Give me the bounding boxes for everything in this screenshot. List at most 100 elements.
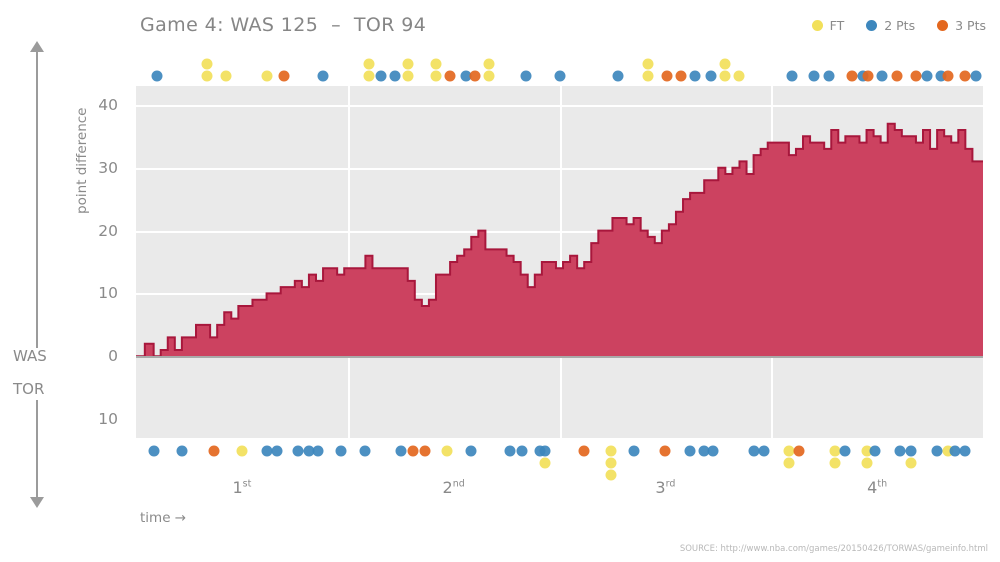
scoring-dot-tor[interactable] <box>516 445 528 457</box>
scoring-dot-was[interactable] <box>460 70 472 82</box>
scoring-dot-was[interactable] <box>483 70 495 82</box>
scoring-dot-was[interactable] <box>151 70 163 82</box>
scoring-dot-was[interactable] <box>642 70 654 82</box>
scoring-dot-was[interactable] <box>876 70 888 82</box>
scoring-dot-tor[interactable] <box>748 445 760 457</box>
scoring-dot-was[interactable] <box>661 70 673 82</box>
scoring-dot-was[interactable] <box>786 70 798 82</box>
scoring-dot-was[interactable] <box>891 70 903 82</box>
scoring-dot-was[interactable] <box>642 58 654 70</box>
scoring-dot-was[interactable] <box>261 70 273 82</box>
scoring-dot-was[interactable] <box>469 70 481 82</box>
scoring-dot-tor[interactable] <box>698 445 710 457</box>
scoring-dot-was[interactable] <box>483 58 495 70</box>
scoring-dot-tor[interactable] <box>208 445 220 457</box>
scoring-dot-tor[interactable] <box>783 445 795 457</box>
scoring-dot-was[interactable] <box>444 70 456 82</box>
x-axis-tick: 3rd <box>655 478 676 497</box>
legend-item-2pts[interactable]: 2 Pts <box>866 18 915 33</box>
scoring-dot-tor[interactable] <box>905 445 917 457</box>
scoring-dot-tor[interactable] <box>861 445 873 457</box>
legend-item-ft[interactable]: FT <box>811 18 844 33</box>
scoring-dot-tor[interactable] <box>292 445 304 457</box>
scoring-dot-tor[interactable] <box>261 445 273 457</box>
scoring-dot-tor[interactable] <box>783 457 795 469</box>
scoring-dot-tor[interactable] <box>359 445 371 457</box>
scoring-dot-tor[interactable] <box>829 457 841 469</box>
scoring-dot-was[interactable] <box>846 70 858 82</box>
scoring-dot-tor[interactable] <box>441 445 453 457</box>
scoring-dot-tor[interactable] <box>869 445 881 457</box>
scoring-dot-was[interactable] <box>719 58 731 70</box>
scoring-dot-was[interactable] <box>363 58 375 70</box>
scoring-dot-tor[interactable] <box>861 457 873 469</box>
scoring-dot-tor[interactable] <box>271 445 283 457</box>
scoring-dot-tor[interactable] <box>335 445 347 457</box>
scoring-dot-was[interactable] <box>402 70 414 82</box>
scoring-dot-tor[interactable] <box>148 445 160 457</box>
scoring-dot-was[interactable] <box>689 70 701 82</box>
scoring-dot-was[interactable] <box>375 70 387 82</box>
scoring-dot-was[interactable] <box>317 70 329 82</box>
scoring-dot-was[interactable] <box>201 70 213 82</box>
scoring-dot-tor[interactable] <box>605 445 617 457</box>
scoring-dot-was[interactable] <box>520 70 532 82</box>
scoring-dot-was[interactable] <box>201 58 213 70</box>
scoring-dot-tor[interactable] <box>894 445 906 457</box>
scoring-dot-was[interactable] <box>808 70 820 82</box>
scoring-dot-tor[interactable] <box>707 445 719 457</box>
scoring-dot-was[interactable] <box>942 70 954 82</box>
scoring-dot-was[interactable] <box>862 70 874 82</box>
scoring-dot-was[interactable] <box>278 70 290 82</box>
scoring-dot-tor[interactable] <box>758 445 770 457</box>
scoring-dot-tor[interactable] <box>628 445 640 457</box>
scoring-dot-tor[interactable] <box>504 445 516 457</box>
scoring-dot-was[interactable] <box>675 70 687 82</box>
scoring-dot-was[interactable] <box>935 70 947 82</box>
scoring-dot-was[interactable] <box>430 58 442 70</box>
scoring-dot-tor[interactable] <box>905 457 917 469</box>
scoring-dot-tor[interactable] <box>942 445 954 457</box>
plot-area[interactable] <box>136 86 983 438</box>
scoring-dot-tor[interactable] <box>465 445 477 457</box>
scoring-dot-tor[interactable] <box>959 445 971 457</box>
tor-direction-arrow-head <box>30 497 44 508</box>
scoring-dot-was[interactable] <box>921 70 933 82</box>
scoring-dot-tor[interactable] <box>949 445 961 457</box>
scoring-dot-tor[interactable] <box>659 445 671 457</box>
scoring-dot-was[interactable] <box>363 70 375 82</box>
scoring-dot-tor[interactable] <box>419 445 431 457</box>
scoring-dot-was[interactable] <box>389 70 401 82</box>
scoring-dot-tor[interactable] <box>839 445 851 457</box>
scoring-dot-was[interactable] <box>554 70 565 82</box>
scoring-dot-tor[interactable] <box>605 457 617 469</box>
scoring-dot-tor[interactable] <box>407 445 419 457</box>
scoring-dot-tor[interactable] <box>829 445 841 457</box>
scoring-dot-was[interactable] <box>612 70 624 82</box>
legend: FT 2 Pts 3 Pts <box>811 18 986 33</box>
scoring-dot-tor[interactable] <box>312 445 324 457</box>
scoring-dot-tor[interactable] <box>395 445 407 457</box>
legend-swatch-2pts <box>866 20 878 31</box>
legend-item-3pts[interactable]: 3 Pts <box>937 18 986 33</box>
scoring-dot-was[interactable] <box>970 70 982 82</box>
scoring-dot-tor[interactable] <box>176 445 188 457</box>
scoring-dot-was[interactable] <box>719 70 731 82</box>
scoring-dot-tor[interactable] <box>236 445 248 457</box>
scoring-dot-tor[interactable] <box>605 469 617 481</box>
scoring-dot-tor[interactable] <box>931 445 943 457</box>
scoring-dot-was[interactable] <box>733 70 745 82</box>
scoring-dot-tor[interactable] <box>684 445 696 457</box>
scoring-dot-tor[interactable] <box>539 457 551 469</box>
scoring-dot-was[interactable] <box>705 70 717 82</box>
scoring-dot-tor[interactable] <box>303 445 315 457</box>
scoring-dot-was[interactable] <box>220 70 232 82</box>
scoring-dot-was[interactable] <box>430 70 442 82</box>
scoring-dot-tor[interactable] <box>539 445 551 457</box>
scoring-dot-was[interactable] <box>959 70 971 82</box>
scoring-dot-was[interactable] <box>910 70 922 82</box>
scoring-dot-tor[interactable] <box>578 445 590 457</box>
scoring-dot-was[interactable] <box>823 70 835 82</box>
scoring-dot-tor[interactable] <box>793 445 805 457</box>
scoring-dot-was[interactable] <box>402 58 414 70</box>
